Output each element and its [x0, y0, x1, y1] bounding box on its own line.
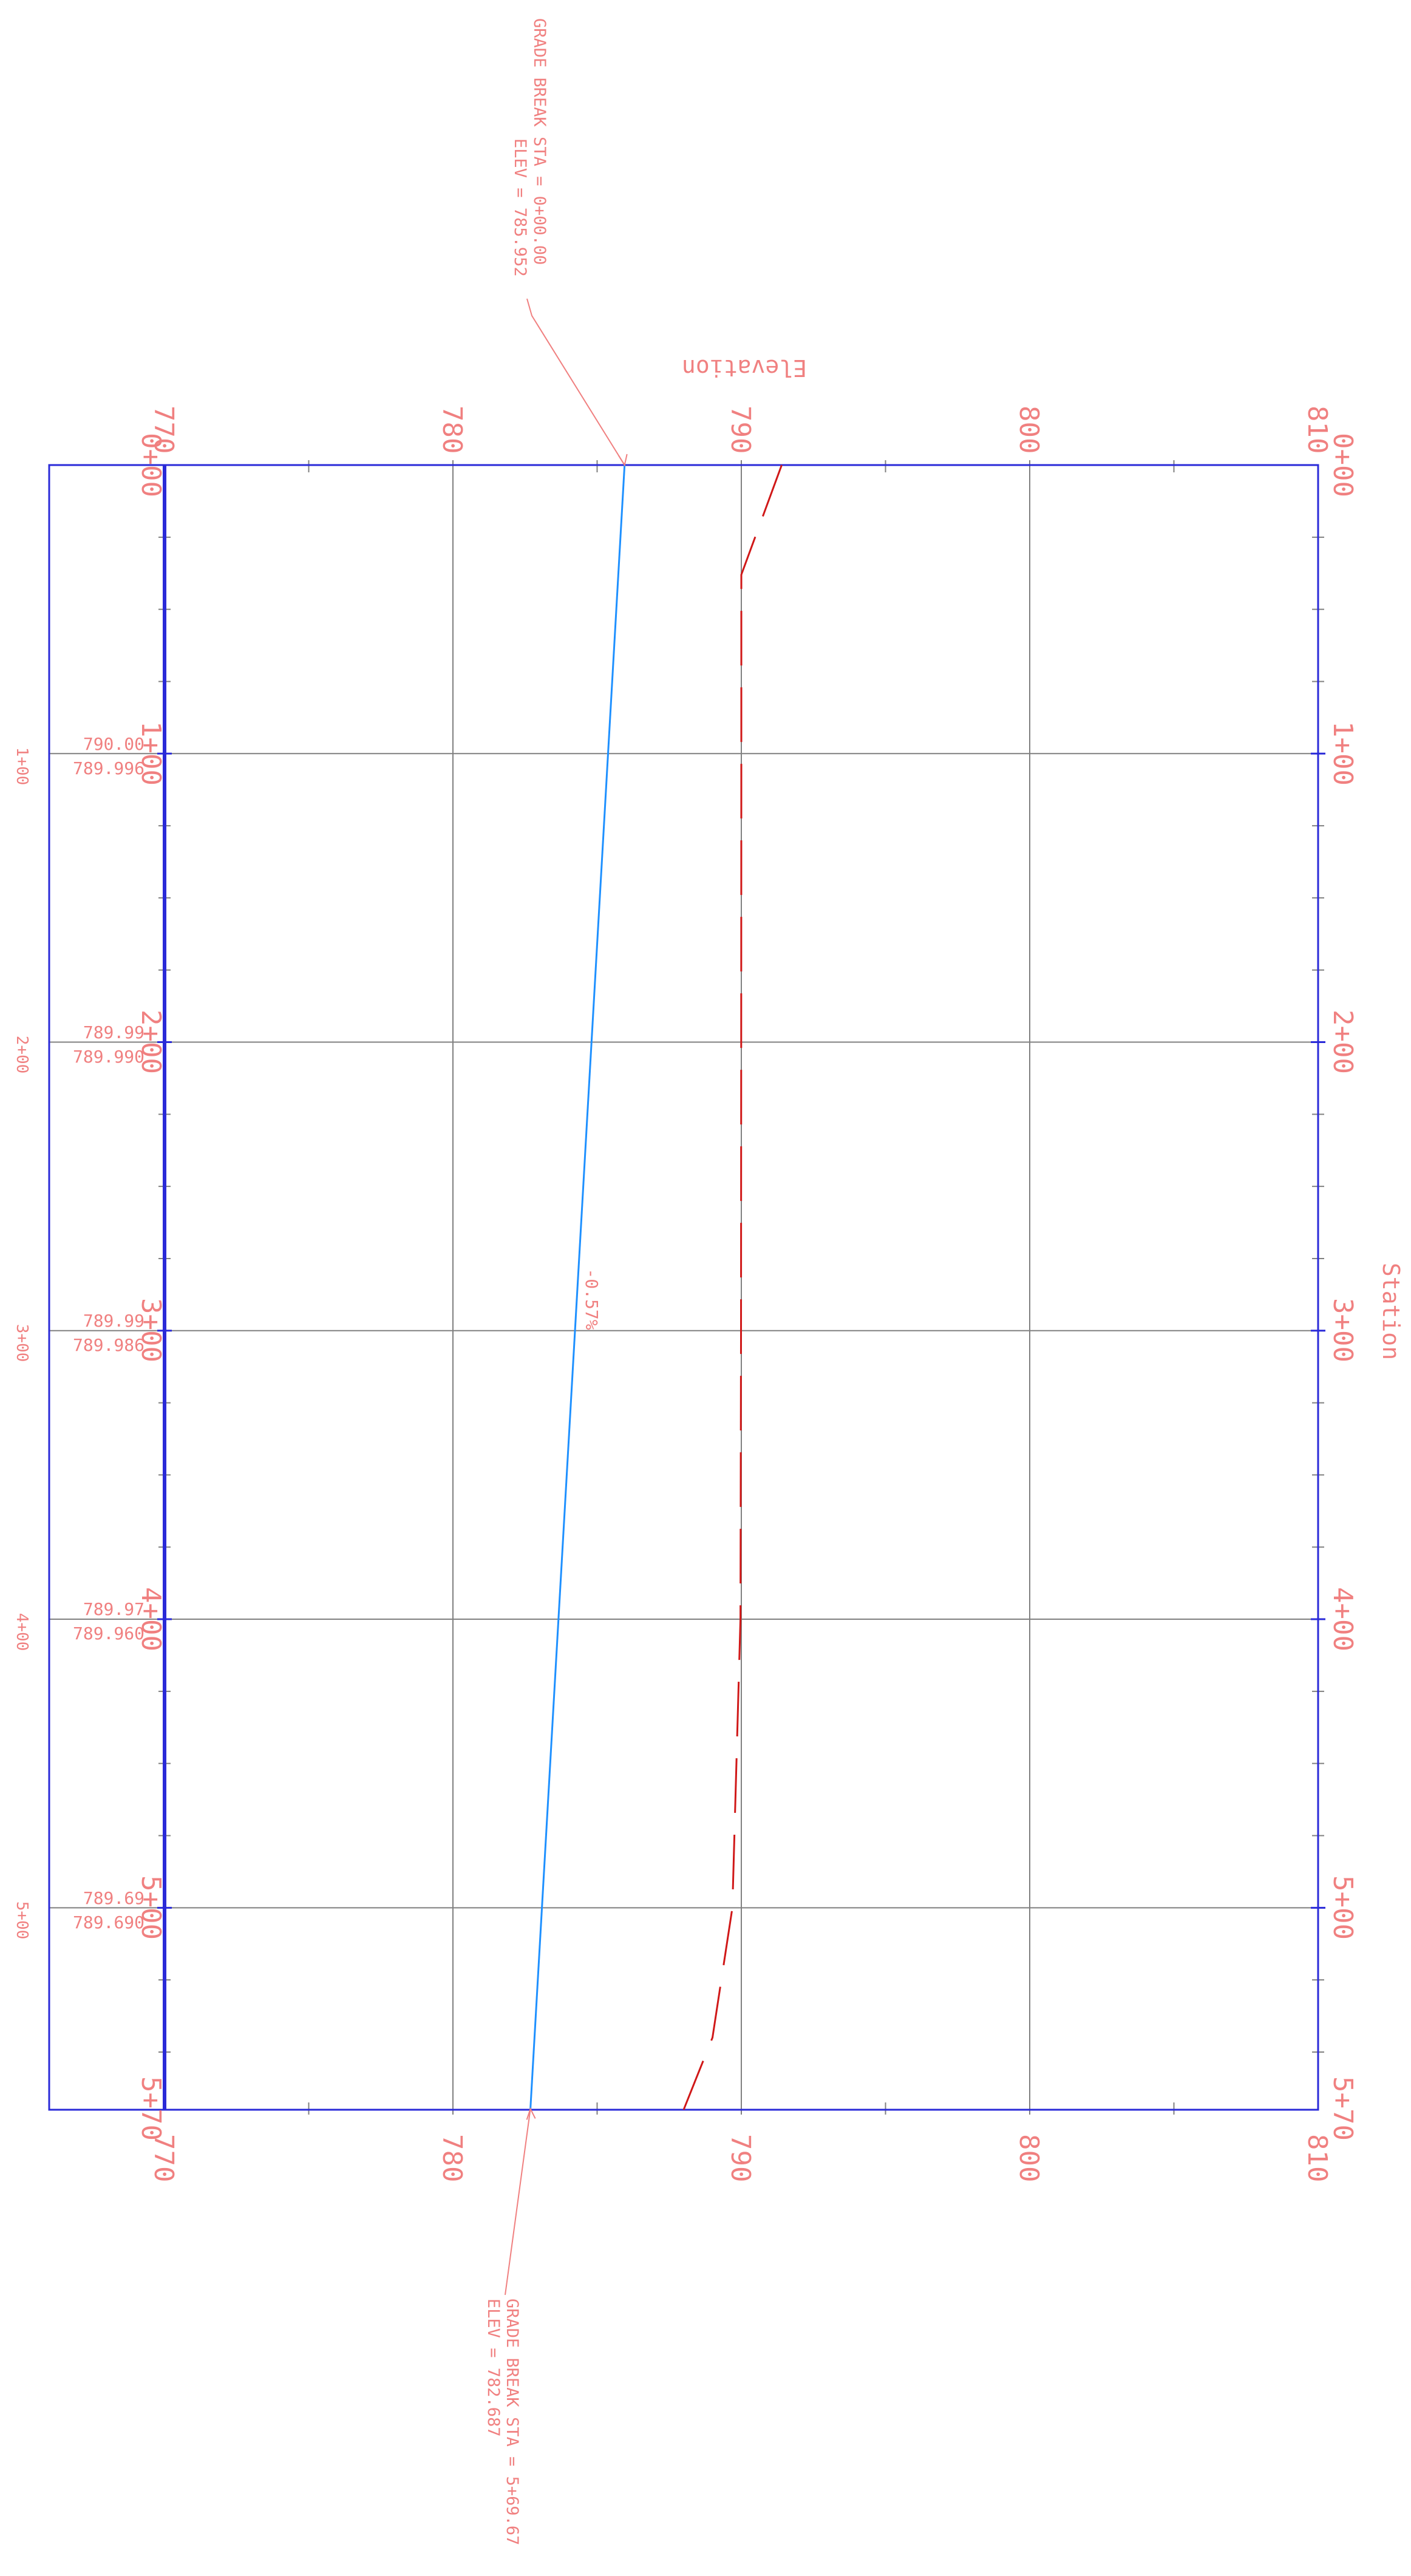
station-tick-label: 5+70: [1327, 2076, 1358, 2141]
grade-break-start-station: GRADE BREAK STA = 0+00.00: [530, 18, 549, 265]
proposed-elevation-value: 789.990: [73, 1047, 144, 1067]
station-tick-label: 1+00: [135, 721, 166, 786]
station-tick-label: 5+00: [135, 1875, 166, 1940]
left-station-label: 5+00: [13, 1901, 31, 1940]
outer-frame: [48, 464, 1319, 2111]
elevation-tick-label-bottom: 810: [1302, 2134, 1333, 2182]
series-layer: [505, 298, 783, 2296]
elevation-tick-label-bottom: 770: [148, 2134, 179, 2182]
station-tick-label: 1+00: [1327, 721, 1358, 786]
grade-break-end-elevation: ELEV = 782.687: [484, 2299, 503, 2437]
grade-break-start-elevation: ELEV = 785.952: [511, 138, 529, 277]
proposed-elevation-value: 789.690: [73, 1912, 144, 1932]
proposed-grade-line: [529, 464, 626, 2109]
frame-layer: [48, 464, 1319, 2111]
existing-ground-line: [682, 464, 783, 2110]
elevation-axis-label: Elevation: [682, 355, 807, 381]
station-tick-label: 3+00: [135, 1298, 166, 1362]
station-tick-label: 5+70: [135, 2076, 166, 2141]
elevation-tick-label-top: 810: [1302, 406, 1333, 454]
elevation-tick-label-top: 800: [1013, 406, 1044, 454]
station-tick-label: 4+00: [135, 1587, 166, 1651]
grade-break-end-leader: [505, 2109, 531, 2296]
elevation-tick-label-bottom: 790: [725, 2134, 756, 2182]
existing-elevation-value: 790.00: [83, 734, 144, 754]
station-tick-label: 4+00: [1327, 1587, 1358, 1651]
text-layer: Elevation Station -0.57% GRADE BREAK STA…: [13, 18, 1404, 2545]
elevation-tick-label-top: 790: [725, 406, 756, 454]
left-station-label: 2+00: [13, 1036, 31, 1074]
grade-break-start-arrow: [617, 454, 628, 467]
proposed-elevation-value: 789.960: [73, 1623, 144, 1643]
elevation-tick-label-bottom: 780: [437, 2134, 467, 2182]
grade-break-end-arrow: [526, 2107, 536, 2120]
grade-break-end-station: GRADE BREAK STA = 5+69.67: [503, 2299, 522, 2545]
proposed-elevation-value: 789.986: [73, 1335, 144, 1355]
proposed-elevation-value: 789.996: [73, 758, 144, 778]
station-tick-label: 5+00: [1327, 1875, 1358, 1940]
existing-elevation-value: 789.99: [83, 1311, 144, 1331]
grade-percent-label: -0.57%: [582, 1268, 602, 1330]
station-tick-label: 0+00: [1327, 433, 1358, 497]
station-tick-label: 2+00: [1327, 1010, 1358, 1074]
existing-elevation-value: 789.97: [83, 1599, 144, 1619]
elevation-tick-label-top: 780: [437, 406, 467, 454]
elevation-tick-label-top: 770: [148, 406, 179, 454]
existing-elevation-value: 789.69: [83, 1888, 144, 1908]
elevation-tick-label-bottom: 800: [1013, 2134, 1044, 2182]
station-axis-label: Station: [1378, 1263, 1404, 1360]
left-station-label: 3+00: [13, 1324, 31, 1362]
grade-break-start-leader: [526, 298, 625, 466]
station-tick-label: 2+00: [135, 1010, 166, 1074]
left-station-label: 4+00: [13, 1613, 31, 1651]
grid-layer: [49, 460, 1325, 2115]
station-tick-label: 0+00: [135, 433, 166, 497]
left-station-label: 1+00: [13, 747, 31, 786]
existing-elevation-value: 789.99: [83, 1022, 144, 1042]
station-tick-label: 3+00: [1327, 1298, 1358, 1362]
